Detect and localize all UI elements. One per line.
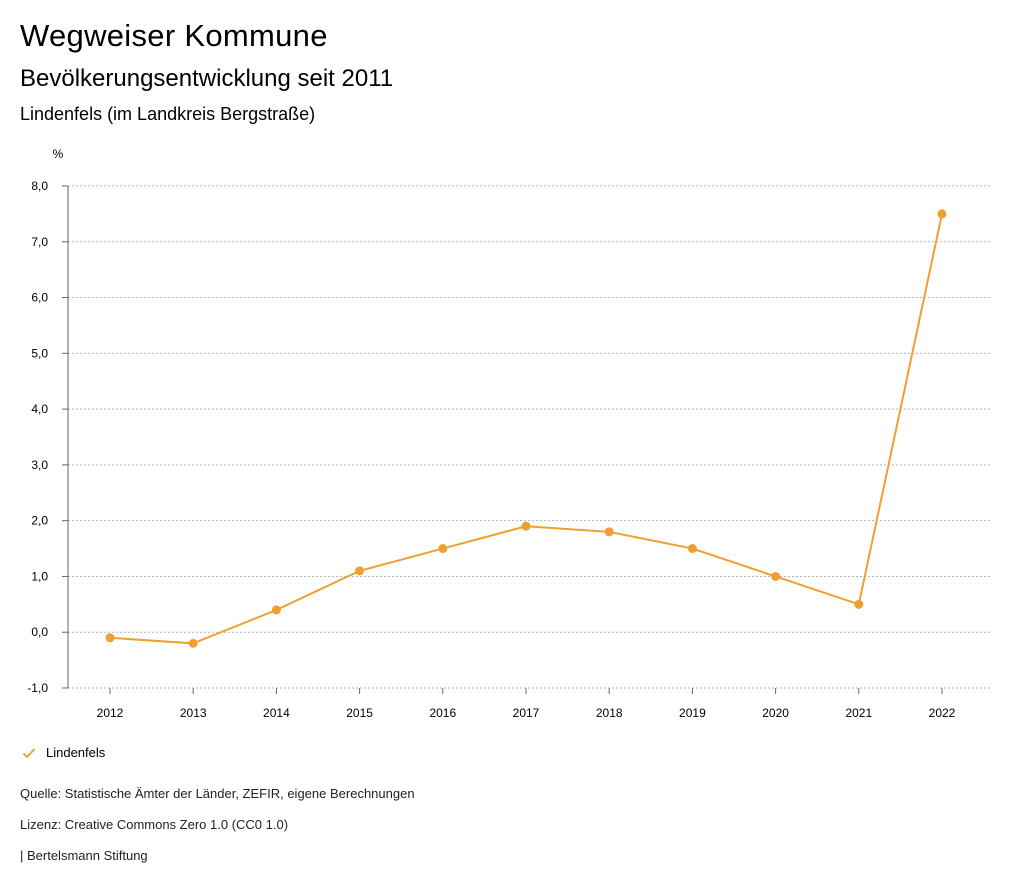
x-tick-label: 2016 — [429, 706, 456, 720]
data-point — [355, 566, 365, 576]
legend-label: Lindenfels — [46, 745, 106, 760]
x-tick-label: 2012 — [97, 706, 124, 720]
license-note: Lizenz: Creative Commons Zero 1.0 (CC0 1… — [20, 817, 289, 832]
x-tick-label: 2020 — [762, 706, 789, 720]
y-axis-unit-label: % — [53, 147, 64, 161]
y-tick-label: -1,0 — [27, 681, 48, 695]
series-lindenfels — [105, 209, 947, 648]
data-point — [188, 638, 198, 648]
x-tick-label: 2015 — [346, 706, 373, 720]
x-tick-label: 2013 — [180, 706, 207, 720]
publisher-note: | Bertelsmann Stiftung — [20, 848, 148, 863]
chart-subtitle: Bevölkerungsentwicklung seit 2011 — [20, 65, 394, 92]
region-label: Lindenfels (im Landkreis Bergstraße) — [20, 104, 316, 124]
checkmark-icon — [22, 747, 36, 758]
data-point — [105, 633, 115, 643]
data-point — [438, 544, 448, 554]
data-point — [687, 544, 697, 554]
y-tick-label: 8,0 — [31, 179, 48, 193]
y-tick-label: 7,0 — [31, 235, 48, 249]
y-tick-label: 5,0 — [31, 346, 48, 360]
data-point — [604, 527, 614, 537]
data-point — [854, 599, 864, 609]
x-tick-label: 2018 — [596, 706, 623, 720]
axes: -1,0 0,0 1,0 2,0 3,0 4,0 5,0 6,0 7,0 8,0% 2012 2013… — [27, 147, 955, 720]
grid-lines — [68, 185, 990, 689]
y-tick-label: 2,0 — [31, 514, 48, 528]
data-point — [937, 209, 947, 219]
data-point — [521, 521, 531, 531]
source-note: Quelle: Statistische Ämter der Länder, Z… — [20, 786, 415, 801]
y-tick-label: 6,0 — [31, 291, 48, 305]
y-tick-label: 3,0 — [31, 458, 48, 472]
x-tick-label: 2014 — [263, 706, 290, 720]
data-point — [771, 571, 781, 581]
y-tick-label: 4,0 — [31, 402, 48, 416]
x-tick-label: 2019 — [679, 706, 706, 720]
legend-item-lindenfels[interactable]: Lindenfels — [22, 745, 105, 760]
page-title: Wegweiser Kommune — [20, 18, 328, 53]
x-tick-label: 2021 — [845, 706, 872, 720]
x-tick-label: 2017 — [513, 706, 540, 720]
series-line — [109, 213, 943, 645]
line-chart: -1,0 0,0 1,0 2,0 3,0 4,0 5,0 6,0 7,0 8,0% 2012 2013… — [27, 147, 990, 720]
y-tick-label: 0,0 — [31, 625, 48, 639]
data-point — [271, 605, 281, 615]
x-tick-label: 2022 — [929, 706, 956, 720]
y-tick-label: 1,0 — [31, 569, 48, 583]
